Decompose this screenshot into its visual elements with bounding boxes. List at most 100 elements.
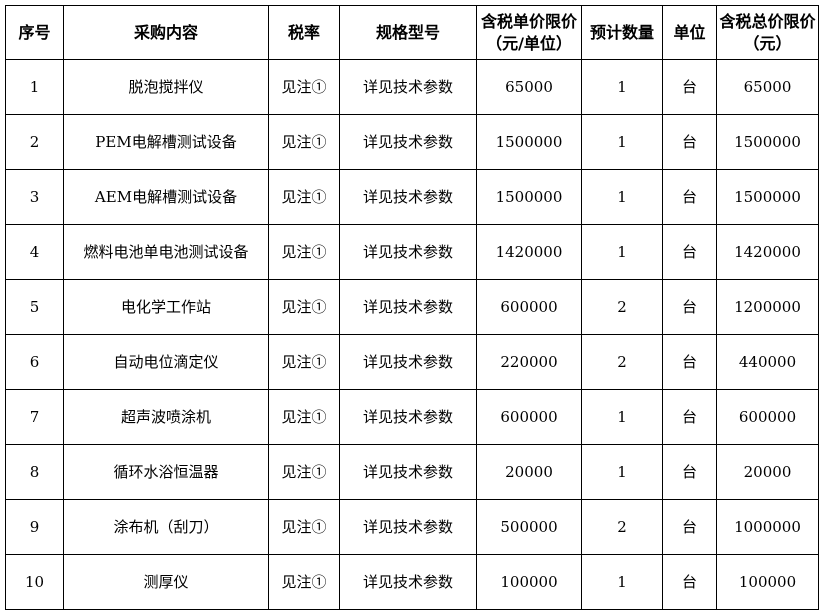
cell-quantity: 2	[581, 279, 663, 335]
cell-tax-rate: 见注①	[268, 499, 340, 555]
cell-index: 5	[5, 279, 64, 335]
cell-tax-rate: 见注①	[268, 554, 340, 610]
cell-tax-rate: 见注①	[268, 114, 340, 170]
cell-spec: 详见技术参数	[339, 224, 477, 280]
cell-item: 自动电位滴定仪	[63, 334, 269, 390]
cell-unit: 台	[662, 224, 717, 280]
cell-unit: 台	[662, 114, 717, 170]
cell-unit-price: 500000	[476, 499, 582, 555]
cell-item: 脱泡搅拌仪	[63, 59, 269, 115]
cell-spec: 详见技术参数	[339, 444, 477, 500]
cell-unit-price: 20000	[476, 444, 582, 500]
cell-spec: 详见技术参数	[339, 389, 477, 445]
table-row: 4 燃料电池单电池测试设备 见注① 详见技术参数 1420000 1 台 1420000	[5, 224, 819, 280]
cell-unit: 台	[662, 389, 717, 445]
table-row: 5 电化学工作站 见注① 详见技术参数 600000 2 台 1200000	[5, 279, 819, 335]
cell-spec: 详见技术参数	[339, 334, 477, 390]
header-item: 采购内容	[63, 5, 269, 60]
cell-total-price: 440000	[716, 334, 819, 390]
cell-quantity: 1	[581, 114, 663, 170]
cell-index: 2	[5, 114, 64, 170]
cell-index: 8	[5, 444, 64, 500]
cell-quantity: 1	[581, 224, 663, 280]
table-row: 6 自动电位滴定仪 见注① 详见技术参数 220000 2 台 440000	[5, 334, 819, 390]
cell-unit-price: 65000	[476, 59, 582, 115]
header-quantity: 预计数量	[581, 5, 663, 60]
cell-unit: 台	[662, 499, 717, 555]
cell-quantity: 1	[581, 59, 663, 115]
table-row: 3 AEM电解槽测试设备 见注① 详见技术参数 1500000 1 台 1500000	[5, 169, 819, 225]
cell-index: 4	[5, 224, 64, 280]
cell-tax-rate: 见注①	[268, 279, 340, 335]
header-row: 序号 采购内容 税率 规格型号 含税单价限价（元/单位） 预计数量 单位 含税总价限价（元）	[5, 5, 819, 60]
cell-unit: 台	[662, 444, 717, 500]
cell-total-price: 65000	[716, 59, 819, 115]
procurement-table: 序号 采购内容 税率 规格型号 含税单价限价（元/单位） 预计数量 单位 含税总价限价（元） …	[5, 5, 819, 610]
cell-total-price: 1200000	[716, 279, 819, 335]
cell-item: 燃料电池单电池测试设备	[63, 224, 269, 280]
cell-index: 10	[5, 554, 64, 610]
header-total-price: 含税总价限价（元）	[716, 5, 819, 60]
cell-total-price: 1500000	[716, 169, 819, 225]
cell-item: 超声波喷涂机	[63, 389, 269, 445]
cell-item: PEM电解槽测试设备	[63, 114, 269, 170]
header-index: 序号	[5, 5, 64, 60]
cell-spec: 详见技术参数	[339, 169, 477, 225]
cell-spec: 详见技术参数	[339, 499, 477, 555]
cell-item: 测厚仪	[63, 554, 269, 610]
cell-unit-price: 600000	[476, 279, 582, 335]
cell-item: AEM电解槽测试设备	[63, 169, 269, 225]
cell-spec: 详见技术参数	[339, 554, 477, 610]
cell-unit-price: 1500000	[476, 169, 582, 225]
cell-spec: 详见技术参数	[339, 279, 477, 335]
cell-unit: 台	[662, 554, 717, 610]
cell-tax-rate: 见注①	[268, 224, 340, 280]
cell-tax-rate: 见注①	[268, 444, 340, 500]
cell-total-price: 100000	[716, 554, 819, 610]
cell-total-price: 600000	[716, 389, 819, 445]
cell-total-price: 1500000	[716, 114, 819, 170]
cell-index: 7	[5, 389, 64, 445]
cell-quantity: 1	[581, 444, 663, 500]
header-unit-price: 含税单价限价（元/单位）	[476, 5, 582, 60]
cell-item: 涂布机（刮刀）	[63, 499, 269, 555]
cell-quantity: 1	[581, 169, 663, 225]
cell-total-price: 20000	[716, 444, 819, 500]
cell-quantity: 2	[581, 499, 663, 555]
table-row: 1 脱泡搅拌仪 见注① 详见技术参数 65000 1 台 65000	[5, 59, 819, 115]
cell-index: 6	[5, 334, 64, 390]
table-row: 9 涂布机（刮刀） 见注① 详见技术参数 500000 2 台 1000000	[5, 499, 819, 555]
cell-spec: 详见技术参数	[339, 59, 477, 115]
header-tax-rate: 税率	[268, 5, 340, 60]
cell-tax-rate: 见注①	[268, 169, 340, 225]
cell-item: 循环水浴恒温器	[63, 444, 269, 500]
cell-index: 1	[5, 59, 64, 115]
cell-index: 9	[5, 499, 64, 555]
cell-total-price: 1420000	[716, 224, 819, 280]
table-row: 2 PEM电解槽测试设备 见注① 详见技术参数 1500000 1 台 1500000	[5, 114, 819, 170]
cell-total-price: 1000000	[716, 499, 819, 555]
cell-quantity: 1	[581, 389, 663, 445]
table-row: 10 测厚仪 见注① 详见技术参数 100000 1 台 100000	[5, 554, 819, 610]
table-row: 8 循环水浴恒温器 见注① 详见技术参数 20000 1 台 20000	[5, 444, 819, 500]
cell-tax-rate: 见注①	[268, 389, 340, 445]
cell-unit-price: 1500000	[476, 114, 582, 170]
cell-unit-price: 600000	[476, 389, 582, 445]
header-unit: 单位	[662, 5, 717, 60]
cell-unit-price: 1420000	[476, 224, 582, 280]
table-row: 7 超声波喷涂机 见注① 详见技术参数 600000 1 台 600000	[5, 389, 819, 445]
cell-item: 电化学工作站	[63, 279, 269, 335]
cell-tax-rate: 见注①	[268, 334, 340, 390]
cell-quantity: 1	[581, 554, 663, 610]
cell-unit: 台	[662, 59, 717, 115]
cell-quantity: 2	[581, 334, 663, 390]
cell-tax-rate: 见注①	[268, 59, 340, 115]
cell-unit: 台	[662, 169, 717, 225]
cell-unit: 台	[662, 279, 717, 335]
cell-spec: 详见技术参数	[339, 114, 477, 170]
cell-unit-price: 100000	[476, 554, 582, 610]
cell-unit: 台	[662, 334, 717, 390]
cell-index: 3	[5, 169, 64, 225]
cell-unit-price: 220000	[476, 334, 582, 390]
header-spec: 规格型号	[339, 5, 477, 60]
